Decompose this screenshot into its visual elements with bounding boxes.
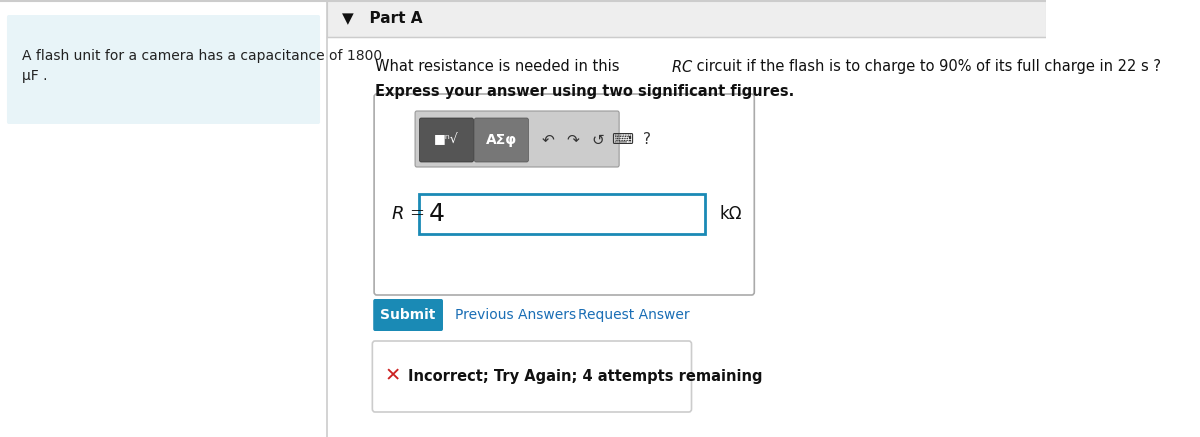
Text: ?: ? — [643, 132, 652, 148]
Text: Incorrect; Try Again; 4 attempts remaining: Incorrect; Try Again; 4 attempts remaini… — [408, 368, 763, 384]
Text: 4: 4 — [430, 202, 445, 226]
Text: ↷: ↷ — [566, 132, 580, 148]
Text: ✕: ✕ — [384, 367, 401, 385]
Text: circuit if the flash is to charge to 90% of its full charge in 22 s ?: circuit if the flash is to charge to 90%… — [691, 59, 1160, 74]
Text: ▼   Part A: ▼ Part A — [342, 10, 422, 25]
Text: Previous Answers: Previous Answers — [455, 308, 576, 322]
FancyBboxPatch shape — [7, 15, 320, 124]
FancyBboxPatch shape — [328, 0, 1046, 37]
Text: $R$ =: $R$ = — [391, 205, 424, 223]
Text: What resistance is needed in this: What resistance is needed in this — [374, 59, 624, 74]
Text: ↶: ↶ — [541, 132, 554, 148]
Text: ■ⁿ√: ■ⁿ√ — [434, 133, 458, 146]
Text: Express your answer using two significant figures.: Express your answer using two significan… — [374, 84, 794, 99]
Text: ↺: ↺ — [592, 132, 605, 148]
Text: $\mathit{RC}$: $\mathit{RC}$ — [671, 59, 692, 75]
Text: μF .: μF . — [22, 69, 47, 83]
Text: A flash unit for a camera has a capacitance of 1800: A flash unit for a camera has a capacita… — [22, 49, 382, 63]
FancyBboxPatch shape — [474, 118, 528, 162]
Text: Request Answer: Request Answer — [578, 308, 690, 322]
FancyBboxPatch shape — [419, 194, 704, 234]
FancyBboxPatch shape — [372, 341, 691, 412]
FancyBboxPatch shape — [373, 299, 443, 331]
Text: kΩ: kΩ — [720, 205, 742, 223]
FancyBboxPatch shape — [420, 118, 474, 162]
FancyBboxPatch shape — [374, 94, 755, 295]
FancyBboxPatch shape — [415, 111, 619, 167]
Text: Submit: Submit — [380, 308, 436, 322]
Text: ⌨: ⌨ — [611, 132, 632, 148]
Text: AΣφ: AΣφ — [486, 133, 517, 147]
